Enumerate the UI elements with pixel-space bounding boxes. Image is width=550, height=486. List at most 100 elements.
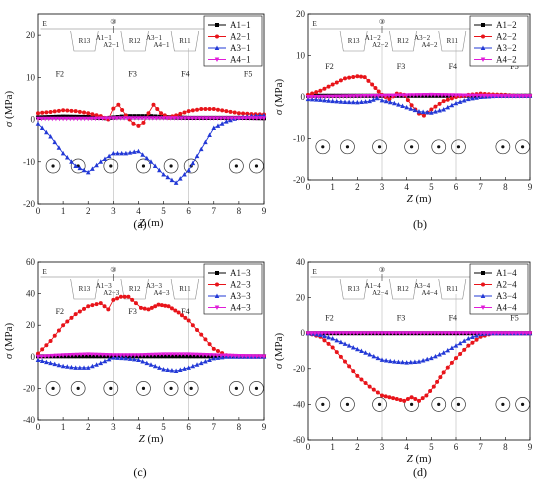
data-point (219, 121, 225, 126)
data-point (347, 75, 352, 80)
data-point (57, 353, 62, 358)
data-point (305, 331, 311, 336)
y-tick-label: -20 (293, 364, 305, 374)
data-point (73, 312, 78, 317)
data-point (326, 84, 331, 89)
data-point (503, 331, 508, 336)
data-point (60, 363, 66, 369)
data-point (362, 75, 367, 80)
series-A3−1 (35, 112, 267, 185)
point-label-3: A3−3 (146, 282, 163, 290)
legend-marker (214, 293, 220, 298)
x-tick-label: 4 (404, 182, 409, 192)
chart-panel-a: EW③R13R12R11A1−1A2−1A3−1A4−1F2F3F4F50123… (3, 13, 267, 231)
data-point (344, 94, 350, 99)
rib-outline (70, 30, 99, 52)
x-tick-label: 6 (454, 442, 459, 452)
legend-label: A3−2 (496, 43, 517, 53)
data-point (470, 95, 475, 101)
data-point (404, 104, 409, 110)
data-point (119, 355, 125, 361)
data-point (200, 116, 206, 121)
data-point (119, 150, 125, 156)
data-point (166, 304, 171, 309)
data-point (71, 116, 77, 122)
data-point (453, 100, 459, 106)
data-point (397, 331, 402, 336)
data-point (355, 74, 360, 79)
data-point (457, 99, 463, 104)
data-point (319, 331, 325, 336)
x-axis-unit: (m) (145, 217, 164, 229)
data-point (64, 155, 70, 160)
plot-frame (37, 261, 265, 421)
wheel (136, 158, 151, 174)
data-point (144, 155, 150, 161)
data-point (318, 332, 323, 337)
legend-box (469, 15, 529, 67)
force-label-2: F2 (325, 314, 333, 323)
data-point (400, 331, 406, 336)
data-point (67, 352, 73, 358)
data-point (77, 165, 83, 171)
data-point (36, 111, 40, 116)
data-point (261, 116, 267, 121)
wheel (163, 381, 179, 396)
legend-marker (481, 282, 485, 287)
wheel-hub (410, 402, 414, 406)
rib-outline (70, 278, 99, 300)
data-point (432, 92, 438, 98)
x-tick-label: 8 (237, 422, 242, 432)
data-point (398, 397, 403, 402)
data-point (380, 393, 384, 398)
data-point (144, 360, 150, 366)
data-point (146, 352, 152, 358)
data-point (449, 345, 455, 351)
data-point (224, 109, 229, 114)
data-point (495, 94, 501, 99)
x-tick-label: 9 (262, 206, 267, 216)
force-label-4: F4 (181, 70, 189, 79)
force-label-5: F5 (244, 70, 252, 79)
data-point (224, 354, 229, 359)
data-point (411, 93, 417, 98)
data-point (247, 116, 252, 121)
data-point (44, 129, 49, 135)
data-point (429, 107, 434, 112)
chart-panel-d: EW③R13R12R11A1−4A2−4A3−4A4−4F2F3F4F50123… (273, 257, 533, 479)
y-tick-label: 0 (31, 352, 36, 362)
legend-label: A3−3 (230, 291, 251, 301)
data-point (190, 108, 195, 113)
x-tick-label: 1 (330, 442, 335, 452)
data-point (310, 91, 315, 96)
data-point (149, 114, 153, 119)
data-point (461, 97, 467, 103)
data-point (344, 331, 350, 336)
data-point (470, 340, 475, 345)
data-point (435, 379, 440, 384)
data-point (340, 331, 346, 336)
data-point (229, 116, 235, 121)
data-point (39, 358, 45, 364)
wheel-hub (437, 402, 441, 406)
data-point (387, 99, 393, 105)
y-tick-label: 20 (296, 293, 306, 303)
data-point (510, 94, 515, 99)
wheel (372, 397, 387, 412)
legend-label: A3−4 (496, 291, 517, 301)
data-point (164, 116, 170, 121)
wheel-hub (51, 164, 55, 168)
data-point (61, 108, 66, 113)
data-point (393, 331, 399, 336)
wheel-hub (76, 386, 80, 390)
data-point (433, 104, 438, 109)
rib-label-3: R11 (447, 37, 459, 45)
legend-label: A4−2 (496, 55, 517, 65)
data-point (492, 93, 498, 99)
data-point (141, 120, 146, 125)
data-point (250, 116, 256, 121)
y-tick-label: 40 (26, 289, 36, 299)
data-point (326, 98, 331, 103)
x-tick-label: 7 (212, 206, 217, 216)
data-point (453, 93, 459, 98)
